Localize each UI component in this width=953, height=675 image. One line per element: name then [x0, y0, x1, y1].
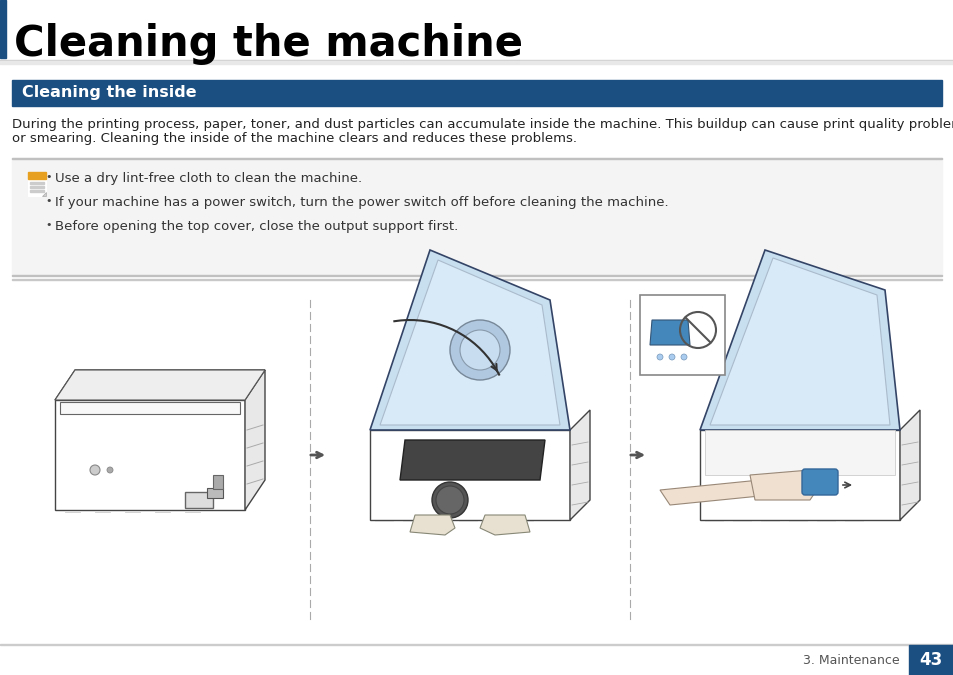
Bar — [12, 158, 941, 159]
Bar — [207, 488, 223, 498]
Circle shape — [668, 354, 675, 360]
Bar — [12, 80, 941, 106]
Bar — [0, 0, 6, 58]
Polygon shape — [649, 320, 689, 345]
Circle shape — [680, 354, 686, 360]
Polygon shape — [704, 430, 894, 475]
Circle shape — [450, 320, 510, 380]
Text: Before opening the top cover, close the output support first.: Before opening the top cover, close the … — [55, 220, 457, 233]
Circle shape — [657, 354, 662, 360]
Polygon shape — [749, 470, 820, 500]
Polygon shape — [55, 400, 245, 510]
Text: •: • — [45, 172, 51, 182]
Bar — [30, 186, 44, 188]
Polygon shape — [709, 258, 889, 425]
Polygon shape — [479, 515, 530, 535]
Text: 3. Maintenance: 3. Maintenance — [802, 653, 899, 666]
Text: •: • — [45, 196, 51, 206]
Bar — [0, 644, 953, 645]
Circle shape — [436, 486, 463, 514]
Text: Use a dry lint-free cloth to clean the machine.: Use a dry lint-free cloth to clean the m… — [55, 172, 362, 185]
Polygon shape — [700, 430, 899, 520]
Polygon shape — [700, 250, 899, 430]
Text: Cleaning the machine: Cleaning the machine — [14, 23, 522, 65]
Bar — [12, 275, 941, 276]
Bar — [28, 172, 46, 179]
Polygon shape — [55, 370, 265, 400]
Text: or smearing. Cleaning the inside of the machine clears and reduces these problem: or smearing. Cleaning the inside of the … — [12, 132, 577, 145]
Text: Cleaning the inside: Cleaning the inside — [22, 86, 196, 101]
FancyBboxPatch shape — [801, 469, 837, 495]
Circle shape — [459, 330, 499, 370]
Bar — [185, 492, 213, 508]
Bar — [908, 645, 953, 675]
Polygon shape — [399, 440, 544, 480]
Text: During the printing process, paper, toner, and dust particles can accumulate ins: During the printing process, paper, tone… — [12, 118, 953, 131]
Polygon shape — [370, 430, 569, 520]
Bar — [0, 61, 953, 64]
Bar — [28, 172, 46, 196]
Text: If your machine has a power switch, turn the power switch off before cleaning th: If your machine has a power switch, turn… — [55, 196, 668, 209]
Polygon shape — [899, 410, 919, 520]
Polygon shape — [370, 250, 569, 430]
Circle shape — [432, 482, 468, 518]
Bar — [30, 182, 44, 184]
Polygon shape — [410, 515, 455, 535]
Bar — [0, 60, 953, 61]
Polygon shape — [659, 480, 769, 505]
Bar — [30, 190, 44, 192]
Bar — [0, 645, 953, 675]
Bar — [12, 279, 941, 280]
Polygon shape — [42, 192, 46, 196]
Circle shape — [107, 467, 112, 473]
Text: 43: 43 — [919, 651, 942, 669]
Polygon shape — [55, 370, 265, 400]
Polygon shape — [569, 410, 589, 520]
Polygon shape — [379, 260, 559, 425]
Polygon shape — [245, 370, 265, 510]
Bar — [12, 158, 941, 275]
Text: •: • — [45, 220, 51, 230]
Circle shape — [90, 465, 100, 475]
Bar — [213, 475, 223, 489]
Bar — [60, 402, 240, 414]
Bar — [639, 295, 724, 375]
